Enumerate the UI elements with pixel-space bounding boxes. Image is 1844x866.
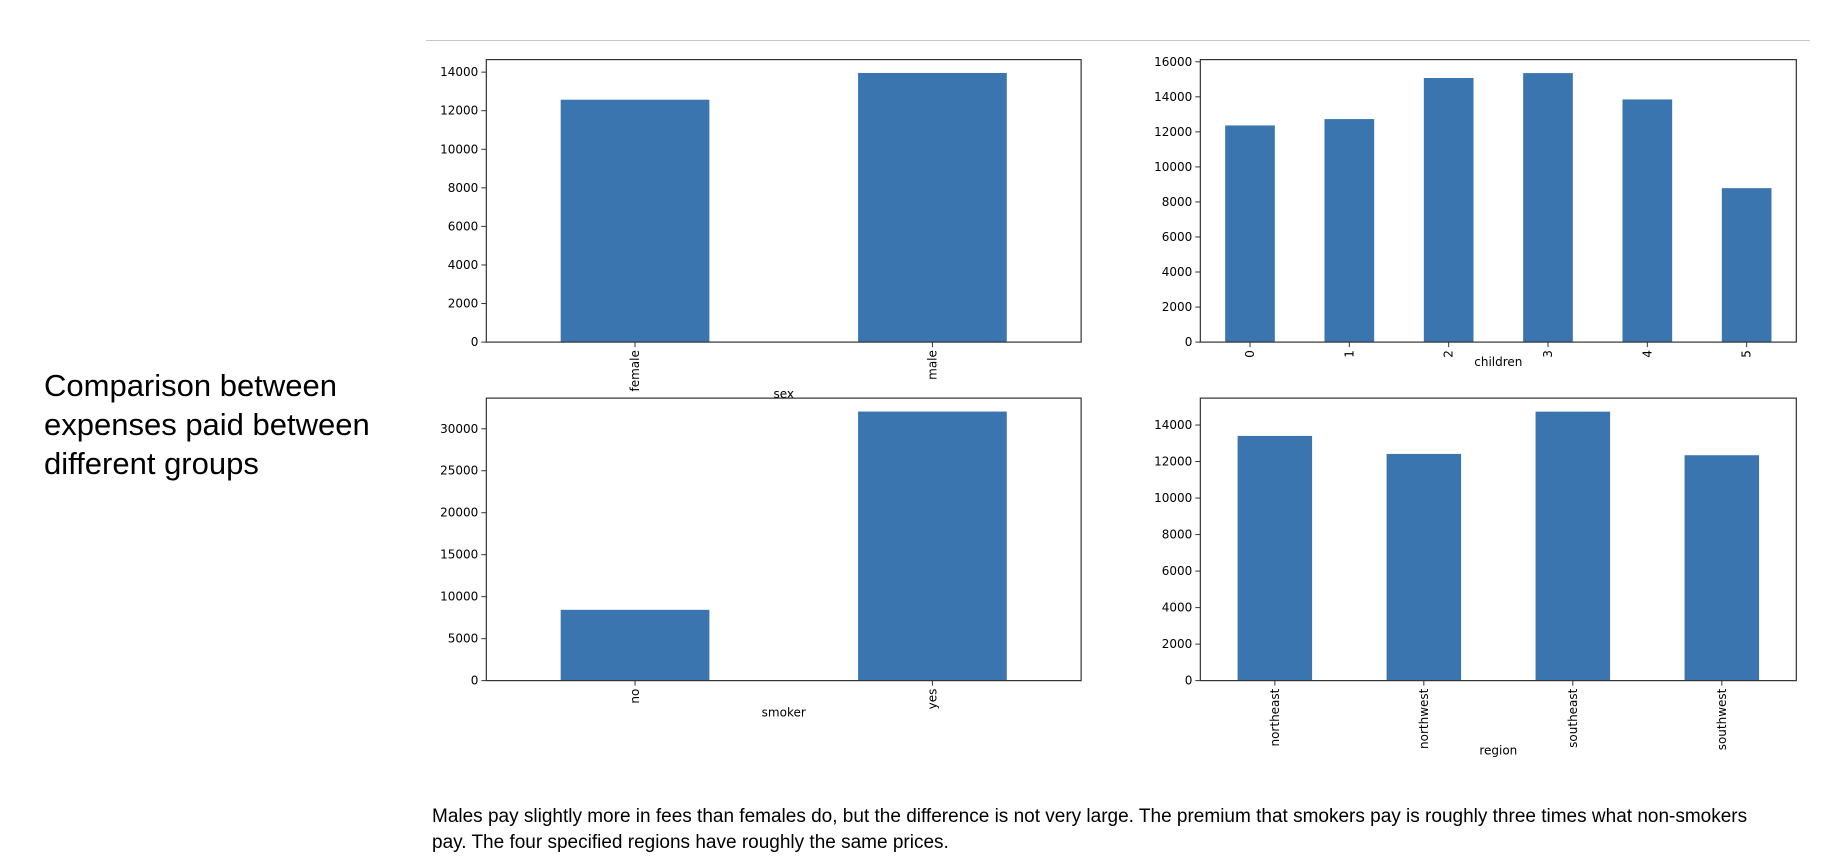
- axes-frame: [1199, 58, 1797, 343]
- bar-female: [560, 99, 710, 343]
- x-axis-label: sex: [773, 387, 794, 401]
- y-tick-label: 4000: [448, 258, 479, 272]
- bar-2: [1423, 78, 1474, 343]
- y-tick-label: 10000: [1154, 491, 1192, 505]
- x-tick-label: 5: [1740, 350, 1754, 358]
- y-tick-label: 8000: [1162, 195, 1193, 209]
- y-tick-label: 0: [471, 335, 479, 349]
- x-tick-label: 0: [1243, 350, 1257, 358]
- y-tick-label: 30000: [440, 422, 478, 436]
- bar-northeast: [1237, 435, 1313, 681]
- x-axis-label: children: [1474, 355, 1522, 369]
- x-tick-label: female: [628, 350, 642, 391]
- caption-text: Males pay slightly more in fees than fem…: [432, 806, 1748, 853]
- x-tick-label: yes: [925, 689, 939, 710]
- bar-5: [1721, 188, 1772, 343]
- bar-4: [1622, 99, 1673, 343]
- bar-no: [560, 609, 710, 681]
- chart-expenses-by-sex: 0 2000 4000 6000 8000 10000 12000 14000 female ma…: [440, 58, 1082, 401]
- y-tick-label: 12000: [1154, 455, 1192, 469]
- y-tick-label: 15000: [440, 548, 478, 562]
- x-axis-label: region: [1479, 744, 1517, 758]
- top-divider: [426, 40, 1810, 41]
- chart-expenses-by-smoker: 0 5000 10000 15000 20000 25000 30000 no yes smoke…: [440, 397, 1082, 719]
- y-tick-label: 6000: [1162, 564, 1193, 578]
- x-tick-label: 1: [1342, 350, 1356, 358]
- axes-frame: [485, 58, 1082, 343]
- y-tick-label: 8000: [448, 181, 479, 195]
- bar-3: [1523, 73, 1573, 343]
- y-tick-label: 0: [1185, 674, 1193, 688]
- bar-yes: [858, 411, 1007, 681]
- x-tick-label: 4: [1640, 350, 1654, 358]
- x-tick-label: male: [925, 350, 939, 380]
- y-tick-label: 16000: [1154, 55, 1192, 69]
- bar-northwest: [1386, 453, 1462, 681]
- x-tick-label: southwest: [1715, 688, 1729, 750]
- slide-title: Comparison between expenses paid between…: [44, 368, 370, 481]
- x-axis-label: smoker: [762, 705, 806, 719]
- y-tick-label: 20000: [440, 506, 478, 520]
- axes-frame: [1199, 397, 1797, 682]
- bar-southwest: [1684, 455, 1760, 681]
- y-tick-label: 8000: [1162, 528, 1193, 542]
- y-tick-label: 2000: [1162, 300, 1193, 314]
- axes-frame: [485, 397, 1082, 682]
- y-tick-label: 10000: [1154, 160, 1192, 174]
- y-tick-label: 0: [471, 674, 479, 688]
- y-tick-label: 12000: [1154, 125, 1192, 139]
- x-tick-label: northeast: [1268, 688, 1282, 746]
- y-tick-label: 25000: [440, 464, 478, 478]
- y-tick-label: 5000: [448, 632, 479, 646]
- y-tick-label: 4000: [1162, 601, 1193, 615]
- y-tick-label: 14000: [1154, 90, 1192, 104]
- bar-male: [858, 72, 1007, 343]
- y-tick-label: 4000: [1162, 265, 1193, 279]
- y-tick-label: 10000: [440, 590, 478, 604]
- x-tick-label: northwest: [1417, 688, 1431, 749]
- y-tick-label: 14000: [440, 65, 478, 79]
- y-tick-label: 0: [1185, 335, 1193, 349]
- x-tick-label: southeast: [1566, 688, 1580, 747]
- bar-southeast: [1535, 411, 1611, 681]
- y-tick-label: 6000: [1162, 230, 1193, 244]
- y-tick-label: 12000: [440, 104, 478, 118]
- y-tick-label: 14000: [1154, 418, 1192, 432]
- y-tick-label: 10000: [440, 142, 478, 156]
- y-tick-label: 6000: [448, 219, 479, 233]
- y-tick-label: 2000: [1162, 637, 1193, 651]
- x-tick-label: no: [628, 689, 642, 704]
- y-tick-label: 2000: [448, 297, 479, 311]
- x-tick-label: 3: [1541, 350, 1555, 358]
- bar-1: [1324, 119, 1375, 343]
- x-tick-label: 2: [1442, 350, 1456, 358]
- chart-expenses-by-children: 0 2000 4000 6000 8000 10000 12000 14000 16000 0 1 2…: [1154, 55, 1797, 369]
- chart-expenses-by-region: 0 2000 4000 6000 8000 10000 12000 14000 northeas…: [1154, 397, 1797, 758]
- bar-0: [1225, 125, 1275, 343]
